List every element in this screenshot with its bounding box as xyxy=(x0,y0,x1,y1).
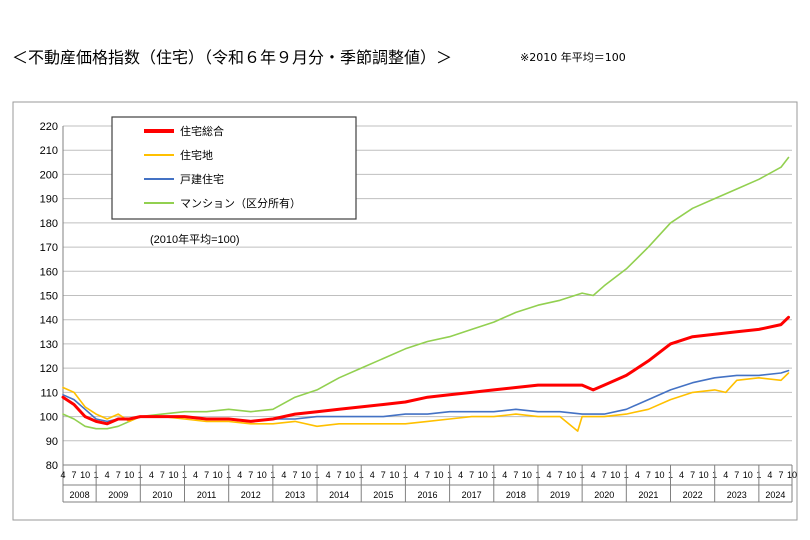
series-line-0 xyxy=(61,315,790,426)
month-tick-label: 7 xyxy=(646,470,651,480)
y-tick-label: 160 xyxy=(40,266,58,278)
month-tick-label: 10 xyxy=(213,470,223,480)
year-label: 2021 xyxy=(638,490,658,500)
month-tick-label: 4 xyxy=(591,470,596,480)
month-tick-label: 7 xyxy=(778,470,783,480)
month-tick-label: 10 xyxy=(434,470,444,480)
base-year-note: ※2010 年平均＝100 xyxy=(520,51,626,64)
y-tick-label: 120 xyxy=(40,363,58,375)
year-label: 2017 xyxy=(462,490,482,500)
y-tick-label: 140 xyxy=(40,315,58,327)
year-label: 2024 xyxy=(765,490,785,500)
month-tick-label: 4 xyxy=(635,470,640,480)
y-tick-label: 100 xyxy=(40,412,58,424)
month-tick-label: 7 xyxy=(734,470,739,480)
legend-label: 戸建住宅 xyxy=(180,172,224,186)
month-tick-label: 7 xyxy=(337,470,342,480)
x-axis: 2008471012009471012010471012011471012012… xyxy=(60,464,797,503)
month-tick-label: 10 xyxy=(257,470,267,480)
month-tick-label: 4 xyxy=(679,470,684,480)
year-label: 2020 xyxy=(594,490,614,500)
month-tick-label: 10 xyxy=(301,470,311,480)
month-tick-label: 7 xyxy=(425,470,430,480)
month-tick-label: 7 xyxy=(602,470,607,480)
legend-label: 住宅地 xyxy=(180,148,213,162)
y-tick-label: 180 xyxy=(40,218,58,230)
month-tick-label: 7 xyxy=(160,470,165,480)
month-tick-label: 4 xyxy=(281,470,286,480)
month-tick-label: 4 xyxy=(458,470,463,480)
y-tick-label: 80 xyxy=(46,460,58,472)
month-tick-label: 10 xyxy=(80,470,90,480)
y-tick-label: 210 xyxy=(40,145,58,157)
month-tick-label: 10 xyxy=(566,470,576,480)
series-group xyxy=(61,156,790,432)
year-label: 2013 xyxy=(285,490,305,500)
y-tick-label: 90 xyxy=(46,436,58,448)
year-label: 2012 xyxy=(241,490,261,500)
y-tick-label: 150 xyxy=(40,291,58,303)
month-tick-label: 10 xyxy=(124,470,134,480)
month-tick-label: 10 xyxy=(743,470,753,480)
year-label: 2014 xyxy=(329,490,349,500)
year-label: 2018 xyxy=(506,490,526,500)
month-tick-label: 7 xyxy=(204,470,209,480)
month-tick-label: 7 xyxy=(690,470,695,480)
month-tick-label: 10 xyxy=(168,470,178,480)
y-tick-label: 170 xyxy=(40,242,58,254)
month-tick-label: 4 xyxy=(723,470,728,480)
month-tick-label: 10 xyxy=(610,470,620,480)
y-tick-label: 110 xyxy=(40,387,58,399)
month-tick-label: 4 xyxy=(105,470,110,480)
month-tick-label: 7 xyxy=(558,470,563,480)
month-tick-label: 7 xyxy=(72,470,77,480)
month-tick-label: 10 xyxy=(389,470,399,480)
year-label: 2011 xyxy=(197,490,216,500)
month-tick-label: 4 xyxy=(149,470,154,480)
year-label: 2010 xyxy=(152,490,172,500)
month-tick-label: 7 xyxy=(513,470,518,480)
legend-label: マンション（区分所有） xyxy=(180,196,301,210)
y-tick-label: 220 xyxy=(40,121,58,133)
month-tick-label: 4 xyxy=(370,470,375,480)
month-tick-label: 4 xyxy=(502,470,507,480)
year-label: 2015 xyxy=(373,490,393,500)
month-tick-label: 10 xyxy=(654,470,664,480)
month-tick-label: 4 xyxy=(60,470,65,480)
month-tick-label: 7 xyxy=(292,470,297,480)
month-tick-label: 10 xyxy=(699,470,709,480)
month-tick-label: 4 xyxy=(193,470,198,480)
month-tick-label: 4 xyxy=(546,470,551,480)
year-label: 2009 xyxy=(108,490,128,500)
year-label: 2019 xyxy=(550,490,570,500)
month-tick-label: 4 xyxy=(326,470,331,480)
year-label: 2023 xyxy=(727,490,747,500)
month-tick-label: 10 xyxy=(345,470,355,480)
month-tick-label: 7 xyxy=(248,470,253,480)
year-label: 2016 xyxy=(417,490,437,500)
month-tick-label: 4 xyxy=(237,470,242,480)
y-axis: 80 90 100 110 120 130 140 150 160 170 180 190 200 210… xyxy=(40,121,64,472)
month-tick-label: 10 xyxy=(522,470,532,480)
month-tick-label: 7 xyxy=(116,470,121,480)
month-tick-label: 7 xyxy=(381,470,386,480)
month-tick-label: 10 xyxy=(478,470,488,480)
year-label: 2008 xyxy=(70,490,90,500)
y-tick-label: 190 xyxy=(40,194,58,206)
month-tick-label: 4 xyxy=(414,470,419,480)
chart-base-note: (2010年平均=100) xyxy=(150,232,240,246)
year-label: 2022 xyxy=(683,490,703,500)
page-title: ＜不動産価格指数（住宅）（令和６年９月分・季節調整値）＞ xyxy=(12,48,453,67)
y-tick-label: 130 xyxy=(40,339,58,351)
y-tick-label: 200 xyxy=(40,169,58,181)
legend-label: 住宅総合 xyxy=(180,124,224,138)
month-tick-label: 4 xyxy=(767,470,772,480)
month-tick-label: 7 xyxy=(469,470,474,480)
